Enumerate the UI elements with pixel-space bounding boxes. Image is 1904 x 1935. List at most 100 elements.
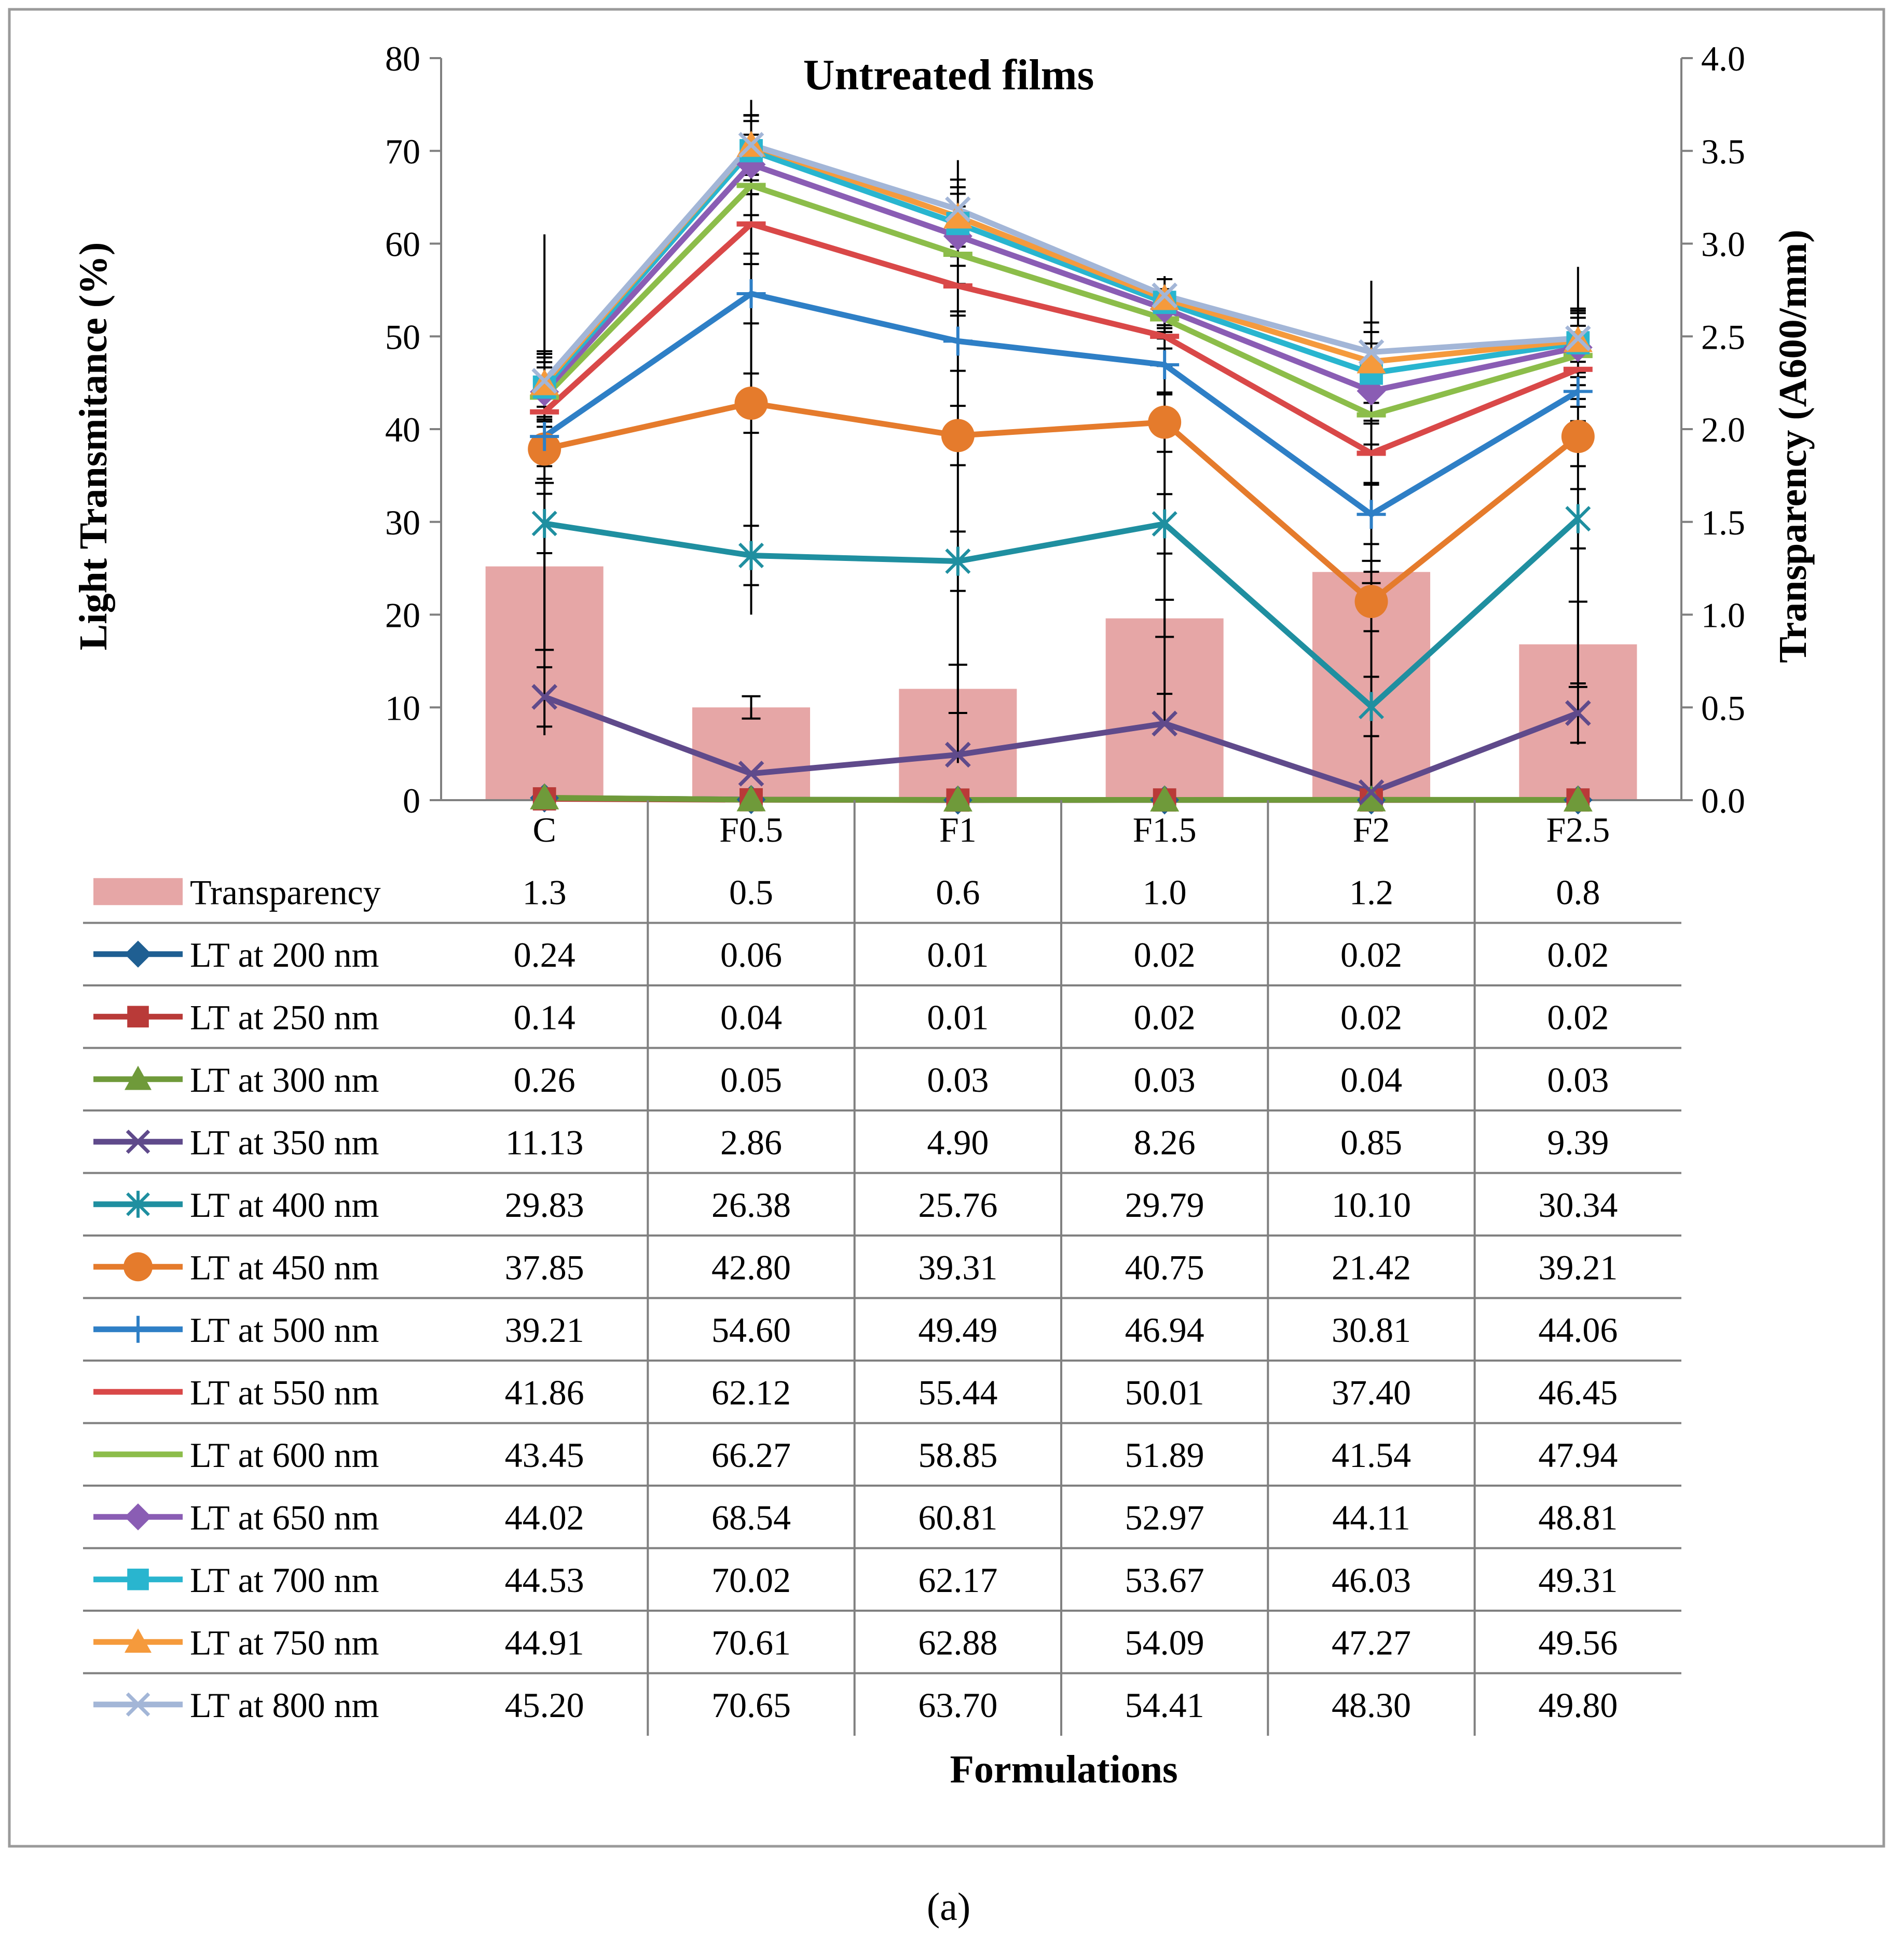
series-point: [734, 386, 768, 420]
table-cell: 49.31: [1538, 1560, 1618, 1600]
table-cell: 51.89: [1125, 1435, 1204, 1475]
triangle-marker: [943, 785, 972, 812]
table-cell: 44.02: [505, 1498, 584, 1537]
series-markers: [528, 130, 1595, 815]
y2-tick-label: 3.5: [1701, 132, 1745, 171]
y-tick-label: 20: [385, 596, 420, 635]
table-cell: 0.02: [1547, 997, 1609, 1037]
table-cell: 49.56: [1538, 1623, 1618, 1662]
table-cell: 54.60: [711, 1310, 791, 1350]
x-marker-stroke: [738, 761, 764, 787]
x-marker-stroke: [738, 132, 764, 158]
series-point: [943, 202, 972, 229]
table-cell: 70.61: [711, 1623, 791, 1662]
table-cell: 0.02: [1547, 935, 1609, 975]
series-point: [1357, 347, 1386, 374]
x-axis-label: Formulations: [950, 1748, 1177, 1791]
series-point: [1563, 785, 1593, 812]
diamond-marker: [125, 1503, 152, 1531]
legend-entry-label: LT at 350 nm: [190, 1122, 379, 1162]
series-point: [944, 196, 971, 223]
legend-key-marker: [125, 1503, 152, 1531]
series-line: [542, 221, 1579, 456]
series-line: [543, 291, 1580, 517]
series-point: [531, 368, 558, 394]
legend-key-marker: [126, 1692, 150, 1717]
axes: 0 10 20 30 40 50 60 70 80 0.0 0.5 1.0 1.5 2.0 2.5 3.0 3.…: [385, 39, 1745, 820]
triangle-marker: [1563, 785, 1593, 812]
table-cell: 40.75: [1125, 1247, 1204, 1287]
table-cell: 29.79: [1125, 1185, 1204, 1225]
x-marker-stroke: [944, 196, 971, 223]
series-point: [1152, 509, 1177, 539]
circle-marker: [1148, 405, 1182, 439]
table-cell: 44.06: [1538, 1310, 1618, 1350]
series-point: [736, 785, 766, 812]
x-marker-stroke: [1152, 282, 1178, 309]
table-cell: 66.27: [711, 1435, 791, 1475]
table-cell: 0.24: [514, 935, 576, 975]
table-cell: 39.31: [918, 1247, 997, 1287]
table-cell: 0.01: [927, 935, 989, 975]
series-line: [542, 147, 1579, 389]
legend-entry-label: LT at 800 nm: [190, 1685, 379, 1725]
table-cell: 26.38: [711, 1185, 791, 1225]
table-cell: 39.21: [505, 1310, 584, 1350]
table-cell: 0.05: [720, 1060, 782, 1100]
circle-marker: [734, 386, 768, 420]
table-cell: 0.85: [1340, 1122, 1402, 1162]
table-cell: 46.94: [1125, 1310, 1204, 1350]
series-line: [544, 794, 1578, 803]
y2-tick-label: 2.5: [1701, 317, 1745, 356]
table-cell: 0.01: [927, 997, 989, 1037]
table-cell: 58.85: [918, 1435, 997, 1475]
x-marker-stroke: [531, 368, 558, 394]
legend-entry-label: LT at 300 nm: [190, 1060, 379, 1100]
series-point: [1148, 405, 1182, 439]
table-cell: 10.10: [1332, 1185, 1411, 1225]
series-point: [530, 422, 559, 451]
table-cell: 48.81: [1538, 1498, 1618, 1537]
legend-entry-label: LT at 200 nm: [190, 935, 379, 975]
series-point: [1563, 377, 1593, 406]
table-cell: 1.2: [1349, 872, 1393, 912]
table-cell: 0.02: [1340, 997, 1402, 1037]
legend-key-marker: [125, 1628, 152, 1653]
table-cell: 2.86: [720, 1122, 782, 1162]
y-tick-label: 40: [385, 410, 420, 449]
legend-entry-label: LT at 250 nm: [190, 997, 379, 1037]
transparency-bar: [692, 707, 811, 800]
table-cell: 0.02: [1134, 997, 1196, 1037]
legend-entry-label: Transparency: [190, 872, 381, 912]
triangle-marker: [1150, 785, 1180, 812]
square-marker: [127, 1006, 149, 1028]
x-marker-stroke: [1152, 710, 1178, 737]
series-point: [738, 541, 764, 570]
triangle-marker: [1357, 347, 1386, 374]
table-cell: 37.40: [1332, 1373, 1411, 1412]
legend-key-marker: [126, 1190, 150, 1218]
legend-entry-label: LT at 750 nm: [190, 1623, 379, 1662]
x-tick-label: F2.5: [1546, 810, 1610, 849]
x-tick-label: F1.5: [1133, 810, 1197, 849]
y-tick-label: 10: [385, 688, 420, 728]
table-cell: 53.67: [1125, 1560, 1204, 1600]
table-cell: 50.01: [1125, 1373, 1204, 1412]
legend-key-marker: [125, 940, 152, 968]
table-cell: 45.20: [505, 1685, 584, 1725]
triangle-marker: [736, 785, 766, 812]
table-cell: 49.80: [1538, 1685, 1618, 1725]
legend-key-marker: [127, 1006, 149, 1028]
legend-key-marker: [124, 1252, 153, 1282]
table-cell: 0.04: [1340, 1060, 1402, 1100]
table-cell: 44.53: [505, 1560, 584, 1600]
x-marker-stroke: [126, 1692, 150, 1717]
table-cell: 0.02: [1134, 935, 1196, 975]
series-line: [543, 694, 1579, 795]
table-cell: 0.6: [936, 872, 980, 912]
table-cell: 0.03: [1547, 1060, 1609, 1100]
y-tick-label: 50: [385, 317, 420, 356]
table-cell: 39.21: [1538, 1247, 1618, 1287]
table-cell: 70.02: [711, 1560, 791, 1600]
